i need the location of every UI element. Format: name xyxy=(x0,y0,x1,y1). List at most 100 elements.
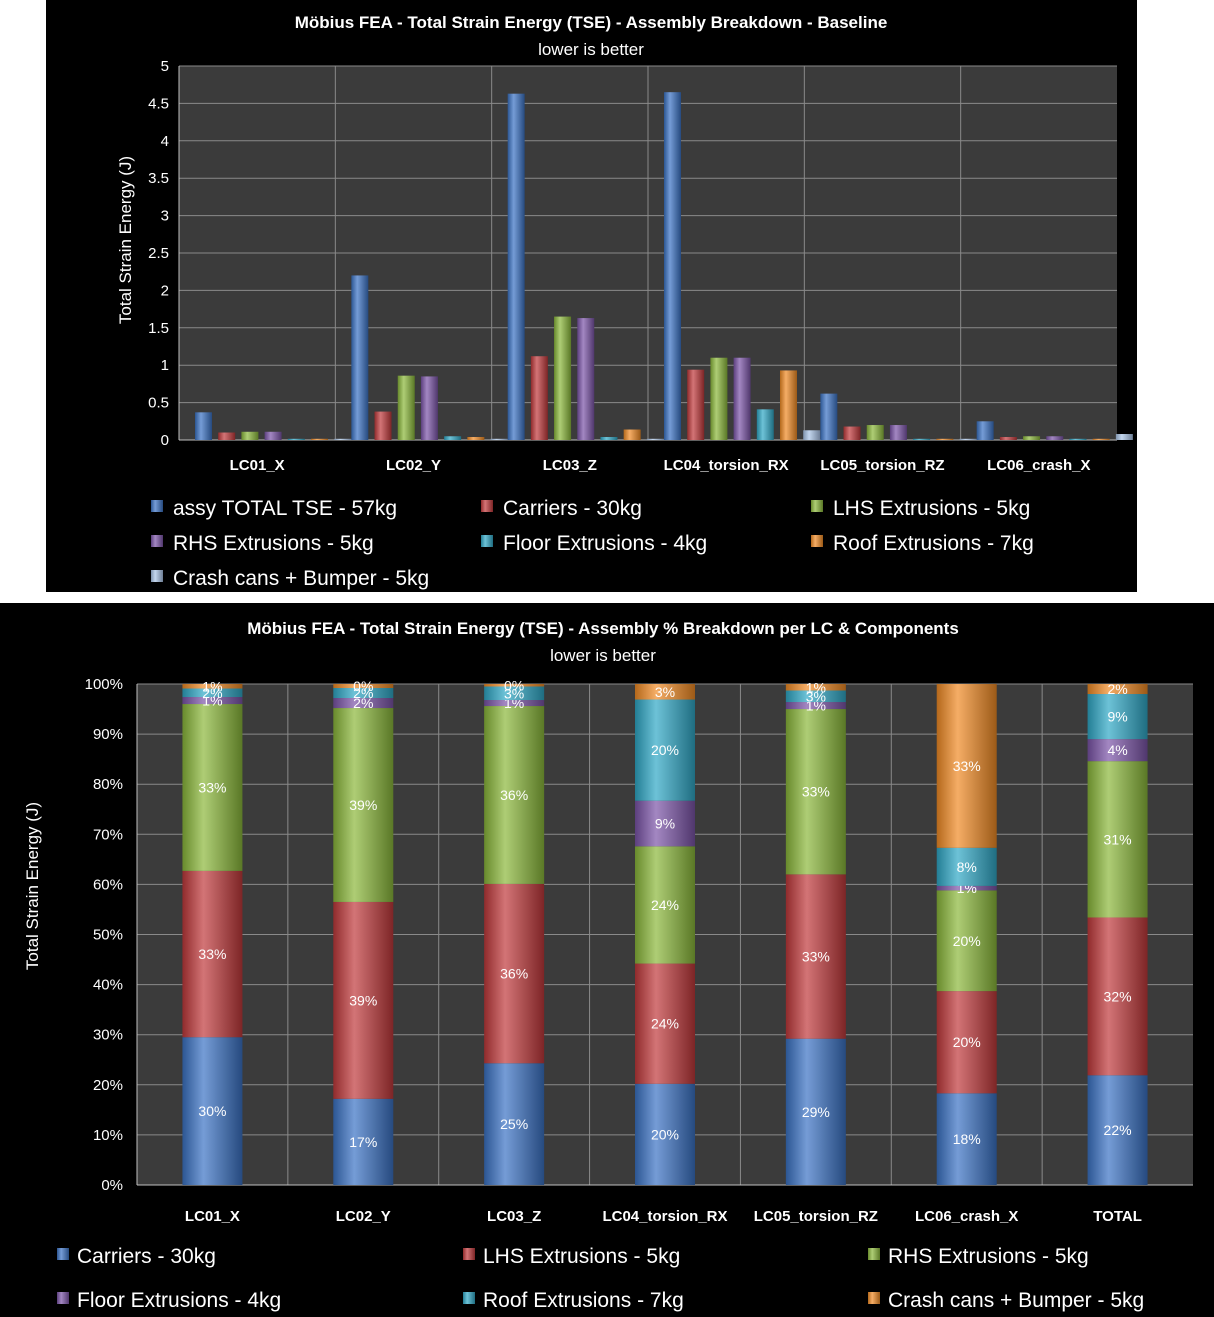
chart2-bar-segment xyxy=(1087,1075,1148,1185)
chart1-bar xyxy=(577,318,595,440)
chart2-legend-label: Crash cans + Bumper - 5kg xyxy=(888,1289,1144,1312)
chart2-bar-segment xyxy=(936,1093,997,1185)
chart2-data-label: 33% xyxy=(802,784,830,800)
chart2-x-tick-label: LC03_Z xyxy=(487,1208,541,1225)
chart1-x-tick-label: LC06_crash_X xyxy=(987,457,1090,474)
chart1-bar xyxy=(420,376,438,440)
chart2-bar-segment xyxy=(333,698,394,709)
chart1-bar xyxy=(444,436,462,440)
chart2-data-label: 33% xyxy=(802,949,830,965)
chart1-bar xyxy=(195,412,212,440)
chart2-bar-segment xyxy=(484,1063,545,1185)
chart1-bar xyxy=(889,425,907,440)
chart2-data-label: 9% xyxy=(1107,709,1127,725)
chart2-bar-segment xyxy=(333,1098,394,1185)
chart1-bar xyxy=(351,275,369,440)
chart1-bar xyxy=(959,438,977,440)
chart1-x-tick-label: LC03_Z xyxy=(543,457,597,474)
chart2-data-label: 2% xyxy=(202,685,222,701)
chart1-x-tick-label: LC05_torsion_RZ xyxy=(820,457,944,474)
chart2-svg: Möbius FEA - Total Strain Energy (TSE) -… xyxy=(23,619,1193,1312)
chart1-bar xyxy=(999,437,1017,440)
chart2-data-label: 25% xyxy=(500,1116,528,1132)
chart2-subtitle: lower is better xyxy=(550,646,656,665)
chart2-data-label: 20% xyxy=(651,742,679,758)
chart2-bar-segment xyxy=(936,684,997,848)
chart1-bar xyxy=(287,438,305,440)
chart2-bar-segment xyxy=(333,688,394,699)
chart1-bar xyxy=(1092,438,1110,440)
chart1-bar xyxy=(1023,436,1041,440)
chart2-data-label: 1% xyxy=(202,678,222,694)
chart2-title: Möbius FEA - Total Strain Energy (TSE) -… xyxy=(247,619,959,638)
chart2-bar-segment xyxy=(1087,684,1148,695)
chart1-bar xyxy=(241,431,259,440)
chart1-bar xyxy=(554,316,572,440)
chart2-legend-swatch xyxy=(463,1248,475,1260)
chart1-title: Möbius FEA - Total Strain Energy (TSE) -… xyxy=(295,13,888,32)
chart2-bar-segment xyxy=(484,686,545,701)
chart1-bar xyxy=(803,430,821,440)
chart1-bar xyxy=(843,426,861,440)
chart-percent-breakdown: Möbius FEA - Total Strain Energy (TSE) -… xyxy=(0,603,1214,1317)
chart1-legend-label: Carriers - 30kg xyxy=(503,497,642,520)
chart2-bar-segment xyxy=(785,690,846,703)
chart2-x-tick-label: LC06_crash_X xyxy=(915,1208,1018,1225)
chart2-data-label: 33% xyxy=(198,946,226,962)
chart1-bar xyxy=(218,432,236,440)
chart2-bar-segment xyxy=(785,684,846,691)
chart2-bar-segment xyxy=(785,874,846,1039)
chart1-bar xyxy=(334,438,352,440)
chart2-data-label: 20% xyxy=(953,933,981,949)
chart2-bar-segment xyxy=(182,688,243,698)
chart2-data-label: 20% xyxy=(953,1034,981,1050)
chart1-bar xyxy=(264,431,282,440)
chart2-data-label: 33% xyxy=(198,779,226,795)
chart1-legend-swatch xyxy=(811,535,823,547)
chart2-bar-segment xyxy=(635,963,695,1084)
chart2-data-label: 3% xyxy=(504,685,524,701)
chart2-y-tick-label: 20% xyxy=(93,1077,123,1094)
chart2-x-tick-label: TOTAL xyxy=(1093,1208,1142,1225)
chart2-y-tick-label: 50% xyxy=(93,927,123,944)
chart1-bar xyxy=(600,437,618,440)
chart2-data-label: 39% xyxy=(349,992,377,1008)
chart2-bar-segment xyxy=(635,846,695,964)
chart2-bar-segment xyxy=(333,684,394,689)
chart1-y-tick-label: 5 xyxy=(161,58,169,75)
chart1-bar xyxy=(623,429,641,440)
chart2-legend-swatch xyxy=(57,1292,69,1304)
chart1-legend-swatch xyxy=(481,500,493,512)
chart1-bar xyxy=(1069,438,1087,440)
chart2-bar-segment xyxy=(1087,917,1148,1076)
chart1-bar xyxy=(530,356,548,440)
chart1-legend-label: Roof Extrusions - 7kg xyxy=(833,532,1034,555)
chart2-bar-segment xyxy=(785,709,846,875)
chart1-legend-label: assy TOTAL TSE - 57kg xyxy=(173,497,397,520)
chart1-bar xyxy=(756,409,774,440)
chart2-data-label: 9% xyxy=(655,816,675,832)
chart2-bar-segment xyxy=(635,1083,695,1185)
chart2-y-tick-label: 100% xyxy=(85,676,123,693)
chart2-legend-swatch xyxy=(868,1292,880,1304)
chart1-y-tick-label: 1.5 xyxy=(148,320,169,337)
chart2-x-tick-label: LC01_X xyxy=(185,1208,240,1225)
chart2-data-label: 24% xyxy=(651,1016,679,1032)
chart2-bar-segment xyxy=(1087,694,1148,740)
chart2-bar-segment xyxy=(785,702,846,710)
chart2-data-label: 33% xyxy=(953,758,981,774)
chart1-legend-label: Floor Extrusions - 4kg xyxy=(503,532,707,555)
chart1-bar xyxy=(646,438,664,440)
chart2-y-tick-label: 90% xyxy=(93,726,123,743)
chart1-x-tick-label: LC02_Y xyxy=(386,457,441,474)
chart-assembly-breakdown: Möbius FEA - Total Strain Energy (TSE) -… xyxy=(46,0,1137,592)
chart2-bar-segment xyxy=(635,699,695,801)
chart2-bar-segment xyxy=(182,870,243,1038)
chart1-legend-label: Crash cans + Bumper - 5kg xyxy=(173,567,429,590)
chart2-x-tick-label: LC04_torsion_RX xyxy=(602,1208,727,1225)
chart2-bar-segment xyxy=(182,704,243,871)
chart1-subtitle: lower is better xyxy=(538,40,644,59)
chart2-data-label: 24% xyxy=(651,897,679,913)
chart1-bar xyxy=(397,375,415,440)
chart1-y-tick-label: 4.5 xyxy=(148,95,169,112)
